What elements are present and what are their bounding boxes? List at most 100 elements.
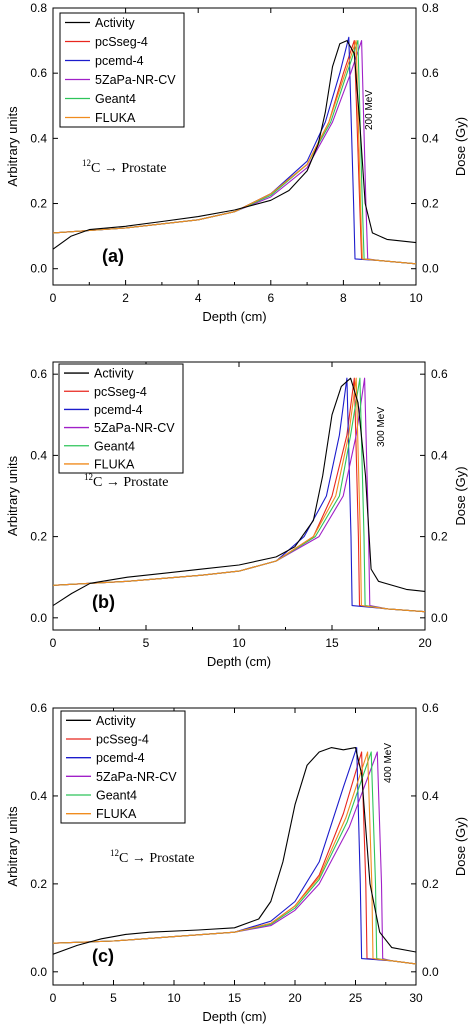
annotation-text: C → Prostate (91, 161, 166, 176)
legend: Activity pcSseg-4 pcemd-4 5ZaPa-NR-CV Geant4… (58, 363, 184, 474)
legend-entry: 5ZaPa-NR-CV (95, 73, 176, 87)
legend-box (59, 12, 185, 128)
legend-entry: Geant4 (95, 92, 136, 106)
annotation-superscript: 12 (110, 848, 119, 858)
y-tick-label: 0.6 (30, 367, 47, 381)
y-tick-label: 0.6 (30, 66, 47, 80)
legend-box (60, 710, 186, 824)
x-tick-label: 15 (228, 991, 242, 1005)
y-tick-label: 0.0 (30, 262, 47, 276)
x-tick-label: 2 (122, 291, 129, 305)
y-axis-title: Arbitrary units (5, 806, 20, 887)
series-group (53, 36, 416, 265)
series-line-activity (53, 377, 425, 607)
y-axis-title: Arbitrary units (5, 106, 20, 187)
energy-label: 200 MeV (364, 90, 375, 130)
x-tick-label: 8 (340, 291, 347, 305)
legend-entry: pcemd-4 (96, 751, 145, 765)
x-tick-label: 10 (232, 636, 246, 650)
legend: Activity pcSseg-4 pcemd-4 5ZaPa-NR-CV Geant4… (60, 710, 186, 824)
chart-panel-c: 0 5 10 15 20 25 30 0.0 0.2 0.4 0.6 0.0 0.2 0.4 0.6 Dept… (5, 701, 468, 1024)
x-axis-title: Depth (cm) (202, 1009, 266, 1024)
annotation-superscript: 12 (82, 158, 91, 168)
y2-tick-label: 0.2 (431, 530, 448, 544)
y-tick-label: 0.4 (30, 131, 47, 145)
y-tick-label: 0.2 (30, 877, 47, 891)
series-line-fluka (53, 377, 425, 613)
x-axis-title: Depth (cm) (202, 309, 266, 324)
chart-panel-b: 0 5 10 15 20 0.0 0.2 0.4 0.6 0.0 0.2 0.4 0.6 Depth (c… (5, 361, 468, 669)
projectile-target-annotation: 12C → Prostate (110, 848, 194, 866)
x-tick-label: 20 (418, 636, 432, 650)
annotation-superscript: 12 (84, 472, 93, 482)
x-tick-label: 10 (409, 291, 423, 305)
legend-entry: FLUKA (94, 457, 135, 471)
y-tick-label: 0.0 (30, 965, 47, 979)
legend-entry: Geant4 (96, 789, 137, 803)
x-tick-label: 10 (167, 991, 181, 1005)
y2-axis-title: Dose (Gy) (453, 117, 468, 176)
chart-panel-a: 0 2 4 6 8 10 0.0 0.2 0.4 0.6 0.8 0.0 0.2 0.4 0.6 0.8 Dep… (5, 1, 468, 324)
x-tick-label: 5 (143, 636, 150, 650)
legend-entry: Activity (94, 367, 134, 381)
x-tick-label: 0 (50, 291, 57, 305)
y2-tick-label: 0.6 (422, 701, 439, 715)
y-tick-label: 0.2 (30, 197, 47, 211)
y2-tick-label: 0.4 (422, 131, 439, 145)
energy-label: 300 MeV (376, 407, 387, 447)
annotation-text: C → Prostate (119, 851, 194, 866)
legend-entry: pcemd-4 (95, 54, 144, 68)
projectile-target-annotation: 12C → Prostate (84, 472, 168, 490)
x-tick-label: 15 (325, 636, 339, 650)
x-tick-label: 6 (267, 291, 274, 305)
y2-tick-label: 0.4 (422, 789, 439, 803)
legend-entry: pcSseg-4 (94, 385, 147, 399)
legend-entry: Geant4 (94, 439, 135, 453)
y-tick-label: 0.4 (30, 448, 47, 462)
y2-tick-label: 0.2 (422, 197, 439, 211)
y-tick-label: 0.0 (30, 611, 47, 625)
annotation-text: C → Prostate (93, 475, 168, 490)
series-line-activity (53, 40, 416, 250)
legend-entry: pcSseg-4 (95, 35, 148, 49)
x-tick-label: 30 (409, 991, 423, 1005)
y2-tick-label: 0.8 (422, 1, 439, 15)
y-tick-label: 0.4 (30, 789, 47, 803)
legend-entry: pcemd-4 (94, 403, 143, 417)
x-tick-label: 25 (349, 991, 363, 1005)
x-tick-label: 0 (50, 636, 57, 650)
legend: Activity pcSseg-4 pcemd-4 5ZaPa-NR-CV Geant4… (59, 12, 185, 128)
energy-label: 400 MeV (383, 743, 394, 783)
legend-entry: 5ZaPa-NR-CV (94, 421, 175, 435)
y2-axis-title: Dose (Gy) (453, 817, 468, 876)
y-axis-title: Arbitrary units (5, 455, 20, 536)
panel-label: (b) (92, 592, 115, 612)
legend-entry: Activity (95, 16, 135, 30)
y2-tick-label: 0.0 (422, 965, 439, 979)
legend-entry: Activity (96, 714, 136, 728)
series-line-fluka (53, 751, 416, 965)
y-tick-label: 0.2 (30, 530, 47, 544)
y2-tick-label: 0.0 (431, 611, 448, 625)
projectile-target-annotation: 12C → Prostate (82, 158, 166, 176)
x-tick-label: 20 (288, 991, 302, 1005)
legend-box (58, 363, 184, 474)
panel-label: (a) (102, 246, 124, 266)
y2-tick-label: 0.2 (422, 877, 439, 891)
y2-axis-title: Dose (Gy) (453, 466, 468, 525)
series-group (53, 377, 425, 613)
legend-entry: FLUKA (96, 807, 137, 821)
y-tick-label: 0.8 (30, 1, 47, 15)
panel-label: (c) (92, 946, 114, 966)
legend-entry: 5ZaPa-NR-CV (96, 770, 177, 784)
series-line-activity (53, 747, 416, 955)
legend-entry: FLUKA (95, 111, 136, 125)
x-tick-label: 5 (110, 991, 117, 1005)
series-group (53, 747, 416, 965)
y-tick-label: 0.6 (30, 701, 47, 715)
legend-entry: pcSseg-4 (96, 733, 149, 747)
y2-tick-label: 0.6 (422, 66, 439, 80)
x-tick-label: 0 (50, 991, 57, 1005)
y2-tick-label: 0.6 (431, 367, 448, 381)
